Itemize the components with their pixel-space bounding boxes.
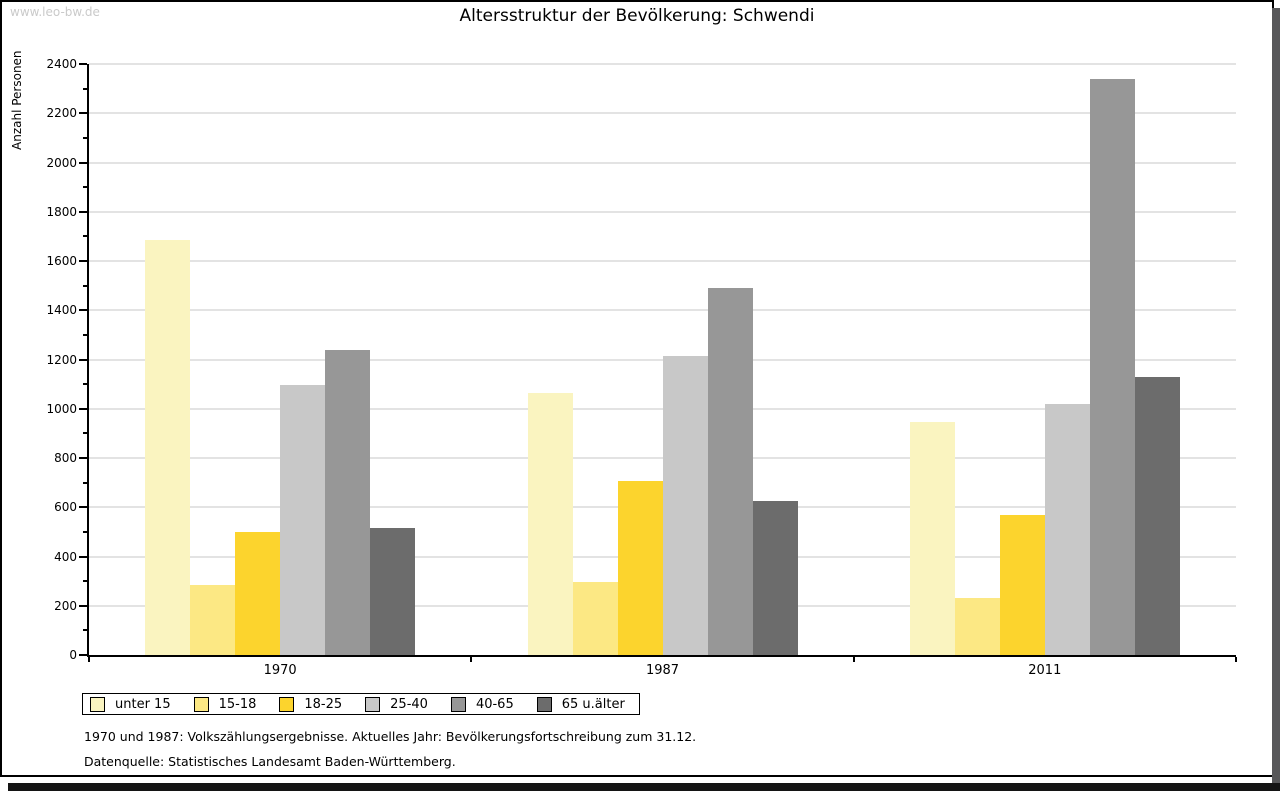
legend-label: 25-40 <box>390 696 428 712</box>
y-axis-tick <box>79 260 87 262</box>
y-axis-tick <box>79 555 87 558</box>
y-axis-minor-tick <box>83 235 87 238</box>
bar-unter-15-1970 <box>145 240 191 655</box>
y-axis-tick <box>79 604 87 607</box>
y-axis-tick <box>79 654 87 656</box>
bar-unter-15-1987 <box>527 392 573 655</box>
gridline <box>89 112 1236 115</box>
x-axis-tick <box>852 657 855 662</box>
legend-swatch <box>450 696 466 712</box>
bar-25-40-2011 <box>1044 403 1090 655</box>
x-axis-tick <box>1235 657 1237 662</box>
legend-swatch <box>365 696 381 712</box>
y-axis-tick-label: 0 <box>69 648 77 662</box>
legend-label: 40-65 <box>475 696 514 712</box>
x-axis-category-label: 1987 <box>645 663 680 678</box>
bar-65-u-lter-1970 <box>370 528 416 655</box>
chart-card: www.leo-bw.de Altersstruktur der Bevölke… <box>0 0 1274 777</box>
y-axis-tick <box>79 63 87 65</box>
y-axis-tick-label: 600 <box>54 500 77 515</box>
legend-label: 18-25 <box>304 696 343 712</box>
watermark: www.leo-bw.de <box>10 5 100 19</box>
bar-25-40-1987 <box>662 355 708 655</box>
x-axis-category-label: 1970 <box>263 663 297 678</box>
y-axis-minor-tick <box>83 136 87 139</box>
legend-swatch <box>536 696 552 712</box>
gridline <box>89 260 1236 262</box>
gridline <box>89 210 1236 213</box>
plot-area: 0 200 400 600 800 1000 1200 1400 1600 1800 2000 220… <box>46 57 1237 678</box>
y-axis-tick-label: 400 <box>54 549 77 564</box>
footer-note: 1970 und 1987: Volkszählungsergebnisse. … <box>84 729 697 744</box>
bar-40-65-1987 <box>707 288 753 655</box>
y-axis-tick <box>79 506 87 509</box>
y-axis-minor-tick <box>83 333 87 336</box>
y-axis-minor-tick <box>83 580 87 583</box>
y-axis-tick-label: 1000 <box>46 401 77 416</box>
y-axis-title: Anzahl Personen <box>10 50 24 150</box>
y-axis-tick-label: 200 <box>54 598 77 613</box>
bar-65-u-lter-2011 <box>1134 376 1180 655</box>
legend-item: unter 15 <box>90 696 171 712</box>
y-axis-tick <box>79 210 87 213</box>
bar-25-40-1970 <box>280 385 326 655</box>
card-shadow-bottom <box>8 783 1280 791</box>
y-axis-tick-label: 2400 <box>46 57 77 71</box>
legend-swatch <box>193 696 209 712</box>
y-axis-tick-label: 1800 <box>46 204 77 219</box>
legend: unter 15 15-18 18-25 25-40 40-65 65 u.älter <box>82 693 640 715</box>
bar-40-65-2011 <box>1089 78 1135 655</box>
bar-40-65-1970 <box>325 349 371 655</box>
y-axis-minor-tick <box>83 383 87 386</box>
legend-item: 18-25 <box>279 696 343 712</box>
y-axis-tick <box>79 309 87 312</box>
legend-item: 65 u.älter <box>536 696 625 712</box>
gridline <box>89 309 1236 312</box>
legend-item: 15-18 <box>193 696 257 712</box>
y-axis-tick <box>79 407 87 410</box>
legend-item: 40-65 <box>450 696 514 712</box>
x-axis-category-label: 2011 <box>1028 663 1062 678</box>
y-axis-tick <box>79 358 87 361</box>
x-axis-tick <box>470 657 473 662</box>
y-axis-minor-tick <box>83 432 87 435</box>
chart-title: Altersstruktur der Bevölkerung: Schwendi <box>459 6 815 26</box>
legend-swatch <box>279 696 295 712</box>
y-axis-tick-label: 800 <box>54 451 77 465</box>
y-axis-tick-label: 1600 <box>46 254 77 268</box>
legend-label: 15-18 <box>218 696 257 712</box>
y-axis-tick <box>79 161 87 164</box>
bar-18-25-1987 <box>617 481 663 655</box>
bar-18-25-1970 <box>235 531 281 655</box>
y-axis-minor-tick <box>83 629 87 632</box>
bar-18-25-2011 <box>999 514 1045 655</box>
bar-15-18-2011 <box>954 598 1000 655</box>
y-axis-minor-tick <box>83 186 87 189</box>
bar-15-18-1970 <box>190 584 236 655</box>
y-axis-tick-label: 1400 <box>46 303 77 318</box>
legend-item: 25-40 <box>365 696 428 712</box>
legend-swatch <box>90 696 105 712</box>
y-axis-tick-label: 2000 <box>46 155 77 170</box>
y-axis-minor-tick <box>83 87 87 90</box>
y-axis-minor-tick <box>83 530 87 533</box>
y-axis-tick-label: 2200 <box>46 106 77 121</box>
x-axis-tick <box>88 657 90 662</box>
gridline <box>89 161 1236 164</box>
gridline <box>89 63 1236 65</box>
legend-label: unter 15 <box>115 696 171 712</box>
bar-unter-15-2011 <box>909 422 955 655</box>
card-shadow-right <box>1272 8 1280 791</box>
y-axis-tick <box>79 112 87 115</box>
y-axis-minor-tick <box>83 481 87 484</box>
bar-65-u-lter-1987 <box>752 501 798 655</box>
bar-15-18-1987 <box>572 582 618 655</box>
footer-source: Datenquelle: Statistisches Landesamt Bad… <box>84 754 456 769</box>
y-axis-tick-label: 1200 <box>46 352 77 367</box>
legend-label: 65 u.älter <box>561 696 625 712</box>
y-axis-tick <box>79 457 87 459</box>
y-axis-minor-tick <box>83 284 87 287</box>
